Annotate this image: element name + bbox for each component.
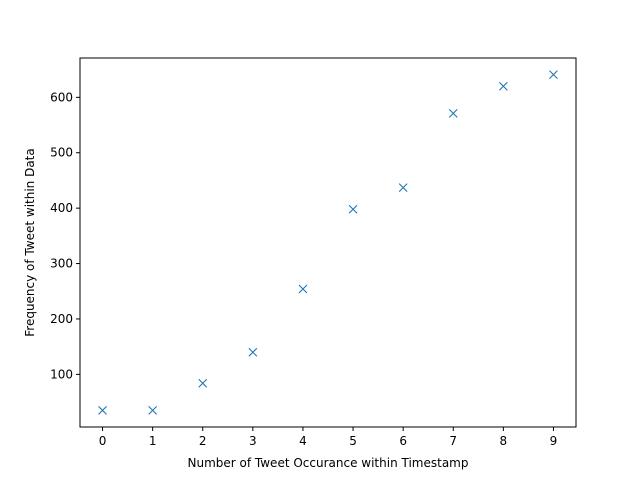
y-axis: 100 200 300 400 500 600 (50, 90, 80, 381)
x-tick-label: 4 (299, 434, 307, 448)
x-tick-label: 3 (249, 434, 257, 448)
x-axis-title: Number of Tweet Occurance within Timesta… (188, 456, 469, 470)
x-tick-label: 2 (199, 434, 207, 448)
data-point-marker (498, 81, 508, 91)
y-tick-label: 300 (50, 257, 73, 271)
data-point-marker (448, 109, 458, 118)
y-tick-label: 100 (50, 367, 73, 381)
data-point-marker (398, 183, 408, 193)
data-points (98, 70, 558, 415)
x-tick-label: 8 (500, 434, 508, 448)
plot-area-frame (79, 57, 577, 428)
y-tick-label: 200 (50, 312, 73, 326)
data-point-marker (98, 405, 107, 415)
y-tick-label: 600 (50, 90, 73, 104)
data-point-marker (148, 405, 158, 415)
x-tick-label: 1 (149, 434, 157, 448)
data-point-marker (348, 204, 358, 214)
y-tick-label: 500 (50, 146, 73, 160)
data-point-marker (248, 347, 258, 357)
x-tick-label: 0 (99, 434, 107, 448)
x-axis: 0 1 2 3 4 5 6 7 8 9 (99, 427, 558, 448)
x-tick-label: 6 (399, 434, 407, 448)
data-point-marker (549, 70, 558, 80)
data-point-marker (198, 378, 208, 388)
x-tick-label: 9 (550, 434, 558, 448)
data-point-marker (298, 284, 308, 294)
x-tick-label: 5 (349, 434, 357, 448)
y-tick-label: 400 (50, 201, 73, 215)
y-axis-title: Frequency of Tweet within Data (23, 148, 37, 337)
x-tick-label: 7 (449, 434, 457, 448)
